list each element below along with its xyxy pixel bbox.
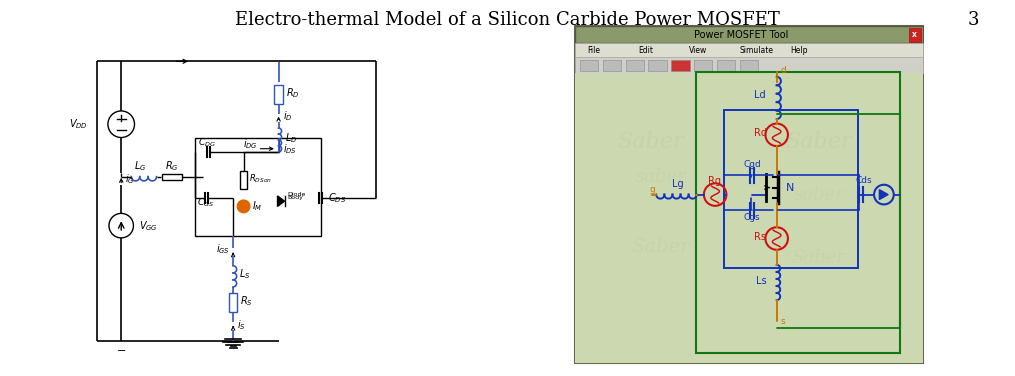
Text: Diode: Diode <box>287 192 306 197</box>
Bar <box>724 110 858 268</box>
Text: s: s <box>781 317 785 326</box>
Text: Simulate: Simulate <box>740 46 773 55</box>
Text: File: File <box>587 46 600 55</box>
Bar <box>240 171 248 189</box>
Text: View: View <box>689 46 707 55</box>
Text: Help: Help <box>791 46 808 55</box>
Polygon shape <box>277 196 284 206</box>
Text: $i_{GS}$: $i_{GS}$ <box>215 242 229 256</box>
Text: Electro-thermal Model of a Silicon Carbide Power MOSFET: Electro-thermal Model of a Silicon Carbi… <box>235 11 780 29</box>
Text: Rs: Rs <box>754 232 766 243</box>
Bar <box>574 58 923 73</box>
Text: $C_{DG}$: $C_{DG}$ <box>198 136 216 149</box>
Bar <box>580 60 598 71</box>
Bar <box>649 60 667 71</box>
Text: Rg: Rg <box>708 176 721 186</box>
Text: Cds: Cds <box>856 176 873 185</box>
Bar <box>696 71 899 353</box>
Text: $C_{DS}$: $C_{DS}$ <box>328 191 346 205</box>
Text: g: g <box>650 185 655 194</box>
Text: $i_S$: $i_S$ <box>238 318 246 332</box>
Bar <box>694 60 713 71</box>
Text: $L_S$: $L_S$ <box>240 268 251 282</box>
Text: $V_{DD}$: $V_{DD}$ <box>69 117 88 131</box>
Text: $R_S$: $R_S$ <box>241 294 253 308</box>
Text: 3: 3 <box>968 11 979 29</box>
Bar <box>625 60 644 71</box>
Text: $-$: $-$ <box>116 344 126 353</box>
Text: Cgs: Cgs <box>743 213 760 222</box>
Text: $L_G$: $L_G$ <box>134 159 146 173</box>
Text: Rd: Rd <box>754 128 767 138</box>
Text: saber: saber <box>635 168 686 186</box>
Bar <box>603 60 621 71</box>
Text: N: N <box>786 183 794 193</box>
Text: Saber: Saber <box>631 238 690 256</box>
Text: Saber: Saber <box>786 131 853 153</box>
Text: Ld: Ld <box>754 91 765 100</box>
Text: $i_D$: $i_D$ <box>283 109 292 123</box>
Text: Lg: Lg <box>672 179 683 189</box>
Text: x: x <box>912 30 918 39</box>
Text: saber: saber <box>794 186 844 203</box>
Text: $R_D$: $R_D$ <box>285 86 299 100</box>
Text: $i_{DG}$: $i_{DG}$ <box>244 137 258 151</box>
Bar <box>162 174 182 180</box>
Text: $C_{GS}$: $C_{GS}$ <box>197 196 213 209</box>
Polygon shape <box>879 190 888 200</box>
Text: d: d <box>781 66 787 75</box>
Text: Body: Body <box>287 196 303 200</box>
Bar <box>195 138 321 236</box>
Text: $I_M$: $I_M$ <box>253 200 263 213</box>
Text: $R_{DSon}$: $R_{DSon}$ <box>249 172 272 185</box>
Circle shape <box>238 200 250 213</box>
Text: $R_G$: $R_G$ <box>165 159 179 173</box>
Bar <box>671 60 689 71</box>
Text: $i_G$: $i_G$ <box>126 172 135 186</box>
Bar <box>274 85 283 104</box>
Bar <box>574 73 923 363</box>
Bar <box>740 60 758 71</box>
Bar <box>717 60 735 71</box>
Text: Power MOSFET Tool: Power MOSFET Tool <box>694 30 789 39</box>
Text: $V_{GG}$: $V_{GG}$ <box>139 219 157 232</box>
Text: Saber: Saber <box>792 249 845 267</box>
Bar <box>908 27 921 42</box>
Bar <box>574 26 923 43</box>
Text: Saber: Saber <box>617 131 683 153</box>
Text: Edit: Edit <box>637 46 653 55</box>
Text: $i_{DS}$: $i_{DS}$ <box>283 142 296 156</box>
Text: $L_D$: $L_D$ <box>285 131 297 145</box>
Text: Ls: Ls <box>755 276 766 286</box>
Text: Cgd: Cgd <box>743 160 761 169</box>
Bar <box>574 43 923 58</box>
Bar <box>228 293 238 312</box>
